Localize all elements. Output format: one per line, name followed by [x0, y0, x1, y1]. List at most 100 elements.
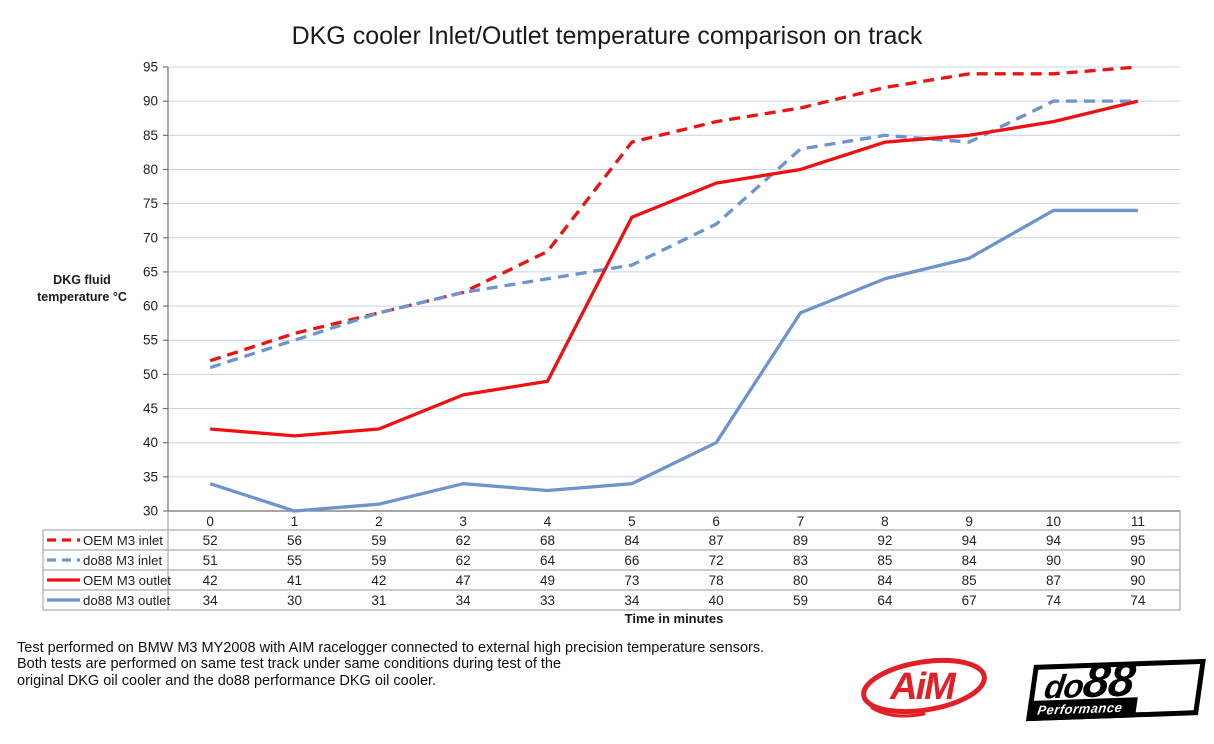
table-cell-value: 90	[1046, 553, 1061, 568]
series-line-oem-m3-outlet	[210, 99, 1139, 438]
table-cell-value: 62	[456, 553, 471, 568]
x-axis-tick-label: 8	[881, 514, 889, 529]
x-axis-tick-label: 3	[459, 514, 467, 529]
table-cell-value: 83	[793, 553, 808, 568]
table-cell-value: 59	[371, 533, 386, 548]
series-line-oem-m3-inlet	[209, 65, 1138, 363]
series-line-do88-m3-outlet	[209, 208, 1138, 513]
table-cell-value: 56	[287, 533, 302, 548]
table-cell-value: 31	[371, 593, 386, 608]
table-cell-value: 51	[203, 553, 218, 568]
y-axis-tick-label: 85	[143, 128, 158, 143]
aim-logo-ellipse	[861, 657, 987, 715]
table-cell-value: 49	[540, 573, 555, 588]
table-cell-value: 73	[624, 573, 639, 588]
table-cell-value: 68	[540, 533, 555, 548]
table-cell-value: 74	[1130, 593, 1146, 608]
table-cell-value: 94	[1046, 533, 1062, 548]
table-cell-value: 64	[540, 553, 556, 568]
x-axis-title: Time in minutes	[624, 611, 724, 626]
table-cell-value: 41	[287, 573, 302, 588]
y-axis-tick-label: 30	[143, 504, 158, 519]
legend-label: OEM M3 outlet	[83, 573, 171, 588]
y-axis-tick-label: 60	[143, 299, 158, 314]
table-cell-value: 59	[793, 593, 808, 608]
table-cell-value: 90	[1130, 553, 1145, 568]
table-cell-value: 78	[709, 573, 724, 588]
y-axis-tick-label: 35	[143, 469, 158, 484]
table-cell-value: 34	[456, 593, 472, 608]
y-axis-tick-label: 65	[143, 264, 158, 279]
chart-title: DKG cooler Inlet/Outlet temperature comp…	[291, 22, 923, 50]
y-axis-label-line2: temperature °C	[37, 290, 127, 304]
table-cell-value: 42	[371, 573, 386, 588]
y-axis-label: DKG fluid temperature °C	[14, 272, 150, 306]
x-axis-tick-label: 7	[797, 514, 805, 529]
x-axis-tick-label: 2	[375, 514, 383, 529]
table-cell-value: 62	[456, 533, 471, 548]
x-axis-tick-label: 9	[965, 514, 973, 529]
aim-logo-swoosh	[870, 706, 926, 718]
aim-logo-text: AiM	[889, 666, 957, 708]
x-axis-tick-label: 11	[1131, 514, 1145, 529]
table-cell-value: 34	[203, 593, 219, 608]
y-axis-tick-label: 50	[143, 367, 158, 382]
table-cell-value: 30	[287, 593, 302, 608]
footnote-text: Test performed on BMW M3 MY2008 with AIM…	[17, 640, 764, 689]
y-axis-tick-label: 90	[143, 94, 158, 109]
table-cell-value: 52	[203, 533, 218, 548]
x-axis-tick-label: 4	[544, 514, 552, 529]
table-cell-value: 85	[962, 573, 977, 588]
table-cell-value: 59	[371, 553, 386, 568]
do88-logo-performance: Performance	[1026, 697, 1138, 722]
do88-logo: do 88 Performance	[1026, 652, 1206, 722]
table-cell-value: 66	[624, 553, 639, 568]
aim-logo: AiM	[861, 657, 987, 718]
do88-logo-frame: do 88 Performance	[1026, 652, 1206, 722]
table-cell-value: 34	[624, 593, 640, 608]
table-cell-value: 87	[709, 533, 724, 548]
table-cell-value: 67	[962, 593, 977, 608]
table-cell-value: 42	[203, 573, 218, 588]
y-axis-label-line1: DKG fluid	[53, 273, 111, 287]
table-cell-value: 89	[793, 533, 808, 548]
legend-label: OEM M3 inlet	[83, 533, 163, 548]
footnote-line-3: original DKG oil cooler and the do88 per…	[17, 672, 437, 689]
y-axis-tick-label: 80	[143, 162, 158, 177]
table-cell-value: 84	[624, 533, 640, 548]
x-axis-tick-label: 1	[291, 514, 299, 529]
table-cell-value: 84	[877, 573, 893, 588]
table-cell-value: 92	[877, 533, 892, 548]
table-cell-value: 95	[1130, 533, 1145, 548]
table-cell-value: 72	[709, 553, 724, 568]
table-cell-value: 47	[456, 573, 471, 588]
table-cell-value: 33	[540, 593, 555, 608]
x-axis-tick-label: 10	[1046, 514, 1061, 529]
y-axis-tick-label: 45	[143, 401, 158, 416]
table-cell-value: 40	[709, 593, 724, 608]
y-axis-tick-label: 55	[143, 333, 158, 348]
x-axis-tick-label: 0	[206, 514, 214, 529]
footnote-line-1: Test performed on BMW M3 MY2008 with AIM…	[17, 640, 765, 656]
x-axis-tick-label: 5	[628, 514, 636, 529]
legend-label: do88 M3 inlet	[83, 553, 163, 568]
table-cell-value: 94	[962, 533, 978, 548]
table-cell-value: 55	[287, 553, 302, 568]
table-cell-value: 80	[793, 573, 808, 588]
table-cell-value: 87	[1046, 573, 1061, 588]
x-axis-tick-label: 6	[712, 514, 720, 529]
y-axis-tick-label: 70	[143, 230, 158, 245]
table-cell-value: 90	[1130, 573, 1145, 588]
table-cell-value: 84	[962, 553, 978, 568]
series-line-do88-m3-inlet	[209, 99, 1138, 370]
legend-label: do88 M3 outlet	[83, 593, 171, 608]
footnote-line-2: Both tests are performed on same test tr…	[17, 656, 562, 673]
table-cell-value: 74	[1046, 593, 1062, 608]
y-axis-tick-label: 75	[143, 196, 158, 211]
y-axis-tick-label: 40	[143, 435, 158, 450]
y-axis-tick-label: 95	[143, 60, 158, 75]
table-cell-value: 64	[877, 593, 893, 608]
table-cell-value: 85	[877, 553, 892, 568]
